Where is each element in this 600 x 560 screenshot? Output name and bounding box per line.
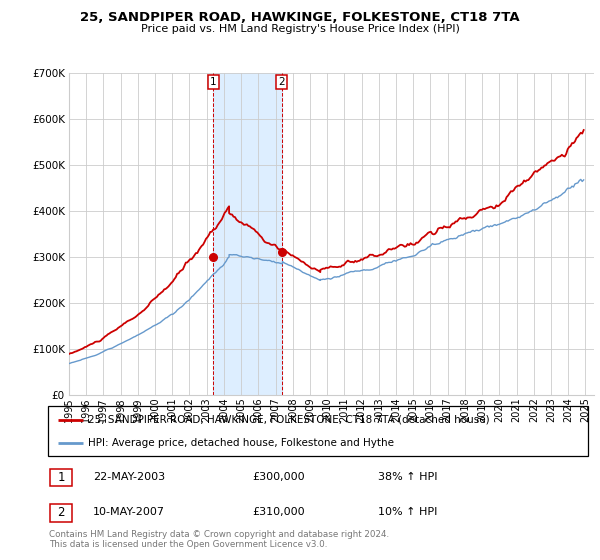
Text: Price paid vs. HM Land Registry's House Price Index (HPI): Price paid vs. HM Land Registry's House … (140, 24, 460, 34)
Text: 1: 1 (210, 77, 217, 87)
Text: £310,000: £310,000 (252, 507, 305, 517)
Text: 2: 2 (278, 77, 285, 87)
Text: 25, SANDPIPER ROAD, HAWKINGE, FOLKESTONE, CT18 7TA: 25, SANDPIPER ROAD, HAWKINGE, FOLKESTONE… (80, 11, 520, 24)
Text: HPI: Average price, detached house, Folkestone and Hythe: HPI: Average price, detached house, Folk… (89, 438, 395, 448)
Text: 2: 2 (58, 506, 65, 519)
Text: This data is licensed under the Open Government Licence v3.0.: This data is licensed under the Open Gov… (49, 540, 328, 549)
Text: 10% ↑ HPI: 10% ↑ HPI (378, 507, 437, 517)
Text: 38% ↑ HPI: 38% ↑ HPI (378, 472, 437, 482)
Text: £300,000: £300,000 (252, 472, 305, 482)
Text: 22-MAY-2003: 22-MAY-2003 (93, 472, 165, 482)
Text: 1: 1 (58, 471, 65, 484)
Text: 10-MAY-2007: 10-MAY-2007 (93, 507, 165, 517)
Bar (214, 73, 282, 395)
Text: Contains HM Land Registry data © Crown copyright and database right 2024.: Contains HM Land Registry data © Crown c… (49, 530, 389, 539)
Text: 25, SANDPIPER ROAD, HAWKINGE, FOLKESTONE, CT18 7TA (detached house): 25, SANDPIPER ROAD, HAWKINGE, FOLKESTONE… (89, 414, 490, 424)
